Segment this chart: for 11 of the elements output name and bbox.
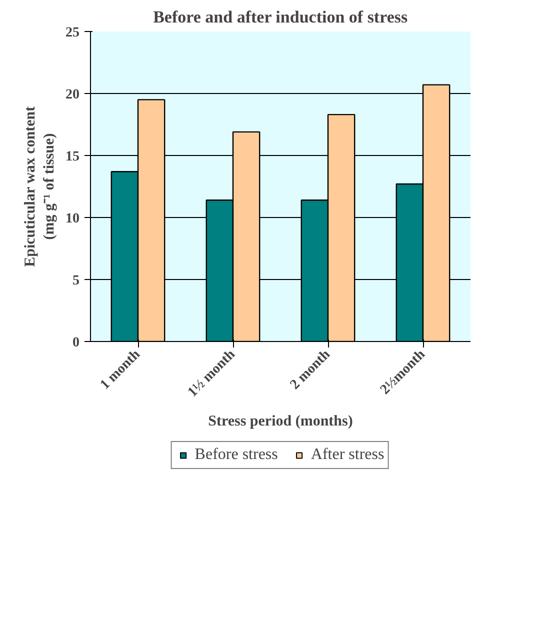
y-tick-label: 10 [66,212,80,226]
y-tick-label: 25 [66,26,80,40]
chart-title: Before and after induction of stress [153,8,408,26]
legend-label: Before stress [194,446,278,464]
y-axis-title: Epicuticular wax content (mg g⁻¹ of tissue) [22,106,58,267]
y-tick-label: 15 [66,150,80,164]
y-tick-label: 0 [72,336,80,350]
legend-label: After stress [310,446,384,464]
y-tick-label: 5 [72,274,80,288]
y-tick-label: 20 [66,88,80,102]
x-axis-title: Stress period (months) [208,413,353,430]
